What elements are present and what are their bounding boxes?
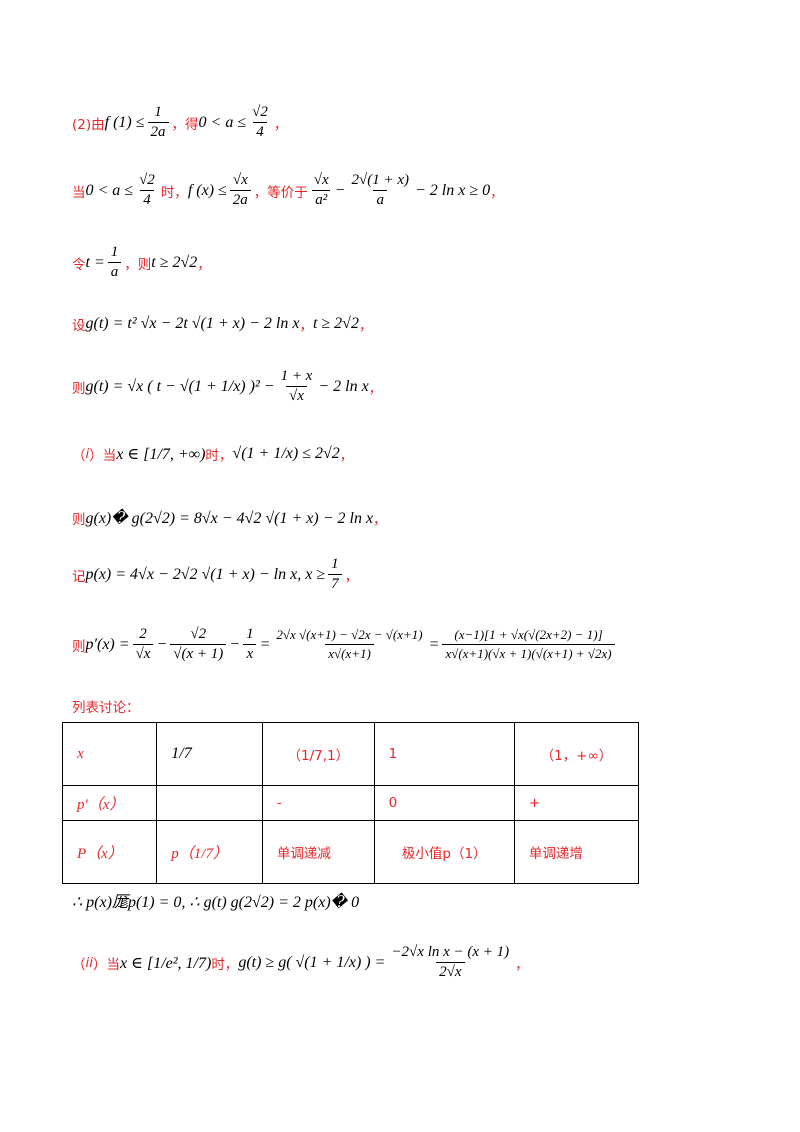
math-a-range: 0 < a ≤ (85, 181, 134, 199)
case-label-ii: ii (85, 954, 94, 971)
fraction: 2 √x (132, 626, 154, 663)
text-mid: ，则 (124, 256, 152, 273)
table-row: P（x） p（1/7） 单调递减 极小值p（1） 单调递增 (61, 820, 640, 884)
math-g-lower: g(t) ≥ g( √(1 + 1/x) ) = (238, 953, 386, 971)
table-cell: （1，+∞） (513, 722, 640, 786)
line-12: （ ii ）当 x ∈ [1/e², 1/7) 时， g(t) ≥ g( √(1… (72, 944, 529, 981)
line-7: 则 g(x)� g(2√2) = 8√x − 4√2 √(1 + x) − 2 … (72, 508, 387, 528)
fraction: √2 4 (139, 172, 155, 208)
text-prefix: 则 (72, 380, 86, 397)
text-suffix: ， (358, 318, 373, 334)
line-8: 记 p(x) = 4√x − 2√2 √(1 + x) − ln x, x ≥ … (72, 556, 358, 593)
table-cell: P（x） (61, 820, 158, 884)
fraction: 1 2a (147, 104, 169, 141)
math-minus: − (334, 181, 346, 199)
math-tail: − 2 ln x ≥ 0 (415, 181, 491, 199)
math-p-def: p(x) = 4√x − 2√2 √(1 + x) − ln x, x ≥ (85, 565, 326, 583)
math-x-range: x ∈ [1/e², 1/7) (120, 954, 212, 972)
text-mid: 时， (160, 184, 188, 201)
math-t: t = (85, 253, 105, 271)
text-prefix-2: ）当 (89, 448, 117, 464)
line-4: 设 g(t) = t² √x − 2t √(1 + x) − 2 ln x ， … (72, 314, 372, 334)
table-cell: p′（x） (61, 785, 158, 821)
table-cell: p（1/7） (156, 820, 263, 884)
text-suffix: ， (273, 116, 288, 133)
line-1: (2)由 f (1) ≤ 1 2a ，得 0 < a ≤ √2 4 ， (72, 104, 287, 141)
table-cell: 1/7 (156, 722, 263, 786)
table-row: p′（x） - 0 + (61, 785, 640, 821)
line-11: ∴ p(x)厖p(1) = 0, ∴ g(t) g(2√2) = 2 p(x)�… (72, 888, 359, 912)
math-tail: − 2 ln x (318, 377, 369, 395)
text-prefix: (2)由 (72, 116, 105, 133)
sign-table: x 1/7 （1/7,1） 1 （1，+∞） p′（x） - 0 + P（x） … (61, 722, 640, 884)
text-prefix: 则 (72, 512, 86, 528)
line-6: （ i ）当 x ∈ [1/7, +∞) 时， √(1 + 1/x) ≤ 2√2… (72, 444, 353, 464)
table-cell: 单调递减 (261, 820, 375, 884)
text-prefix: 设 (72, 318, 86, 334)
table-cell: 单调递增 (513, 820, 640, 884)
line-2: 当 0 < a ≤ √2 4 时， f (x) ≤ √x 2a ，等价于 √x a² … (72, 172, 504, 209)
math-p-derivative: p′(x) = (85, 635, 130, 653)
table-cell: 极小值p（1） (373, 820, 515, 884)
math-x-range: x ∈ [1/7, +∞) (116, 446, 206, 463)
line-10: 列表讨论： (72, 696, 140, 716)
table-cell: 1 (373, 722, 515, 786)
table-intro: 列表讨论： (72, 700, 140, 716)
fraction: (x−1)[1 + √x(√(2x+2) − 1)] x√(x+1)(√x + 1… (442, 627, 615, 662)
text-suffix: ， (197, 256, 211, 273)
text-prefix: 当 (72, 184, 86, 201)
text-prefix: 则 (72, 638, 86, 655)
table-cell: + (513, 785, 640, 821)
math-f1: f (1) ≤ (104, 113, 145, 131)
table-cell (156, 785, 263, 821)
table-cell: （1/7,1） (261, 722, 375, 786)
fraction: √2 4 (252, 104, 268, 140)
text-suffix: ， (368, 380, 383, 397)
text-mid: ，等价于 (253, 184, 308, 201)
fraction: √x a² (312, 172, 331, 208)
text-prefix: （ (72, 448, 86, 464)
math-a-range: 0 < a ≤ (198, 113, 247, 131)
case-label-i: i (85, 446, 90, 462)
table-cell: 0 (373, 785, 515, 821)
text-mid: ， (299, 318, 313, 334)
text-prefix: 记 (72, 568, 86, 585)
text-mid: 时， (211, 956, 239, 973)
fraction: 2√x √(x+1) − √2x − √(x+1) x√(x+1) (276, 627, 423, 661)
text-suffix: ， (373, 512, 387, 528)
text-prefix: 令 (72, 256, 86, 273)
text-suffix: ， (490, 184, 504, 201)
math-t-range: t ≥ 2√2 (151, 253, 198, 271)
math-g-square: g(t) = √x ( t − √(1 + 1/x) )² − (85, 377, 275, 395)
fraction: √2 √(x + 1) (170, 626, 227, 663)
math-g-bound: g(x)� g(2√2) = 8√x − 4√2 √(1 + x) − 2 ln… (85, 510, 374, 527)
math-fx: f (x) ≤ (187, 181, 227, 199)
table-cell: x (61, 722, 158, 786)
text-prefix: （ (72, 956, 86, 973)
text-mid: 时， (205, 448, 233, 464)
math-ineq: √(1 + 1/x) ≤ 2√2 (232, 445, 340, 462)
fraction: √x 2a (229, 172, 251, 209)
text-suffix: ， (344, 568, 359, 585)
table-cell: - (261, 785, 375, 821)
text-mid: ，得 (171, 116, 199, 133)
text-suffix: ， (339, 448, 354, 464)
math-g-def: g(t) = t² √x − 2t √(1 + x) − 2 ln x (85, 315, 300, 332)
line-5: 则 g(t) = √x ( t − √(1 + 1/x) )² − 1 + x √… (72, 368, 382, 405)
text-prefix-2: ）当 (93, 956, 121, 973)
text-suffix: ， (515, 956, 529, 973)
fraction: 2√(1 + x) a (351, 172, 409, 208)
fraction: −2√x ln x − (x + 1) 2√x (391, 944, 510, 980)
math-conclusion: ∴ p(x)厖p(1) = 0, ∴ g(t) g(2√2) = 2 p(x)�… (72, 894, 360, 911)
math-t-range: t ≥ 2√2 (312, 315, 359, 332)
table-row: x 1/7 （1/7,1） 1 （1，+∞） (61, 722, 640, 786)
fraction: 1 + x √x (280, 368, 313, 404)
